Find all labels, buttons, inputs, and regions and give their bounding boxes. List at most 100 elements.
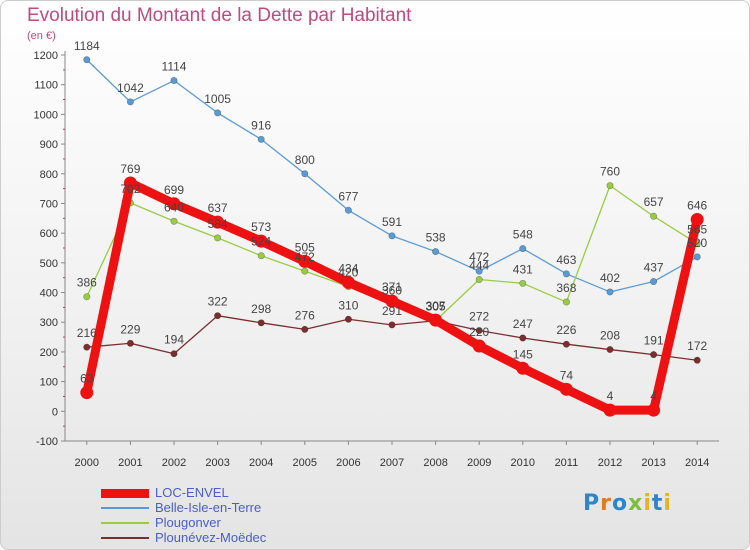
data-label-plougonver: 305: [426, 300, 446, 314]
legend-label: Plougonver: [155, 515, 221, 530]
x-tick-label: 2007: [380, 457, 404, 469]
data-point-loc-envel: [254, 234, 268, 248]
data-label-belle-isle-en-terre: 677: [338, 189, 358, 203]
data-point-plounevez-moedec: [693, 356, 701, 364]
data-label-plounevez-moedec: 172: [687, 339, 707, 353]
data-label-plougonver: 431: [513, 262, 533, 276]
data-point-loc-envel: [167, 197, 181, 211]
data-label-belle-isle-en-terre: 548: [513, 228, 533, 242]
data-label-belle-isle-en-terre: 800: [295, 153, 315, 167]
y-tick-label: 800: [40, 169, 58, 181]
y-tick-label: 500: [40, 258, 58, 270]
data-label-belle-isle-en-terre: 538: [426, 231, 446, 245]
data-label-plougonver: 524: [251, 235, 271, 249]
chart-axes: -100 0 100 200 300 400 500 600 700 800 900 1000 1100…: [34, 50, 719, 469]
data-label-plougonver: 472: [295, 250, 315, 264]
y-tick-label: 400: [40, 288, 58, 300]
data-label-loc-envel: 637: [208, 201, 228, 215]
data-label-plougonver: 444: [469, 258, 489, 272]
data-label-loc-envel: 63: [80, 372, 94, 386]
data-point-loc-envel: [341, 275, 355, 289]
x-tick-label: 2003: [205, 457, 229, 469]
data-label-plounevez-moedec: 310: [338, 298, 358, 312]
data-label-plougonver: 584: [208, 217, 228, 231]
data-label-plougonver: 420: [338, 266, 358, 280]
chart-series: [80, 56, 704, 417]
data-point-plounevez-moedec: [83, 343, 91, 351]
data-point-plougonver: [606, 182, 614, 190]
data-point-loc-envel: [603, 403, 617, 417]
y-tick-label: 1200: [34, 50, 58, 62]
x-tick-label: 2012: [598, 457, 622, 469]
data-point-loc-envel: [516, 361, 530, 375]
chart-data-labels: 63 769 699 637 573 505 434 371 307 220 145 74 4 4 646 1…: [74, 39, 708, 403]
data-label-loc-envel: 4: [607, 389, 614, 403]
data-point-belle-isle-en-terre: [170, 77, 178, 85]
legend-swatch: [101, 488, 149, 498]
data-label-plounevez-moedec: 229: [120, 322, 140, 336]
data-point-belle-isle-en-terre: [388, 232, 396, 240]
data-point-plougonver: [214, 234, 222, 242]
data-point-loc-envel: [298, 254, 312, 268]
data-point-loc-envel: [559, 382, 573, 396]
data-point-loc-envel: [123, 176, 137, 190]
data-point-loc-envel: [429, 313, 443, 327]
data-point-belle-isle-en-terre: [214, 109, 222, 117]
data-label-plougonver: 565: [687, 223, 707, 237]
data-point-belle-isle-en-terre: [126, 98, 134, 106]
y-tick-label: 900: [40, 139, 58, 151]
data-point-belle-isle-en-terre: [301, 170, 309, 178]
data-point-plounevez-moedec: [344, 315, 352, 323]
x-tick-label: 2010: [511, 457, 535, 469]
data-point-plougonver: [475, 275, 483, 283]
data-point-belle-isle-en-terre: [693, 253, 701, 261]
data-point-belle-isle-en-terre: [475, 267, 483, 275]
legend-swatch: [101, 537, 149, 539]
data-point-plounevez-moedec: [475, 327, 483, 335]
data-label-plougonver: 760: [600, 165, 620, 179]
data-label-loc-envel: 505: [295, 240, 315, 254]
x-tick-label: 2000: [75, 457, 99, 469]
x-tick-label: 2011: [555, 457, 579, 469]
data-label-loc-envel: 646: [687, 198, 707, 212]
data-point-belle-isle-en-terre: [562, 270, 570, 278]
data-label-plougonver: 368: [556, 281, 576, 295]
data-point-plounevez-moedec: [562, 340, 570, 348]
data-point-belle-isle-en-terre: [432, 248, 440, 256]
x-tick-label: 2002: [162, 457, 186, 469]
data-point-plougonver: [301, 267, 309, 275]
data-point-plounevez-moedec: [519, 334, 527, 342]
y-tick-label: 0: [52, 406, 58, 418]
data-point-plounevez-moedec: [170, 350, 178, 358]
data-point-plougonver: [562, 298, 570, 306]
data-label-belle-isle-en-terre: 463: [556, 253, 576, 267]
chart-unit-label: (en €): [27, 30, 56, 42]
data-point-loc-envel: [211, 215, 225, 229]
data-label-plounevez-moedec: 208: [600, 329, 620, 343]
data-label-loc-envel: 74: [560, 368, 574, 382]
data-label-loc-envel: 4: [650, 389, 657, 403]
data-label-loc-envel: 573: [251, 220, 271, 234]
x-tick-label: 2009: [467, 457, 491, 469]
x-tick-label: 2008: [423, 457, 447, 469]
data-label-plougonver: 640: [164, 200, 184, 214]
data-label-loc-envel: 220: [469, 325, 489, 339]
data-label-belle-isle-en-terre: 916: [251, 118, 271, 132]
y-tick-label: 200: [40, 347, 58, 359]
legend-swatch: [101, 522, 149, 524]
data-label-plounevez-moedec: 298: [251, 302, 271, 316]
data-point-plounevez-moedec: [126, 339, 134, 347]
data-label-loc-envel: 371: [382, 280, 402, 294]
data-point-plougonver: [257, 252, 265, 260]
chart-title: Evolution du Montant de la Dette par Hab…: [27, 5, 412, 26]
data-label-plounevez-moedec: 291: [382, 304, 402, 318]
data-label-plounevez-moedec: 272: [469, 310, 489, 324]
data-point-belle-isle-en-terre: [519, 245, 527, 253]
legend-swatch: [101, 507, 149, 509]
data-label-belle-isle-en-terre: 1005: [204, 92, 231, 106]
data-point-plounevez-moedec: [214, 312, 222, 320]
data-label-belle-isle-en-terre: 1114: [162, 60, 187, 74]
data-point-plounevez-moedec: [257, 319, 265, 327]
